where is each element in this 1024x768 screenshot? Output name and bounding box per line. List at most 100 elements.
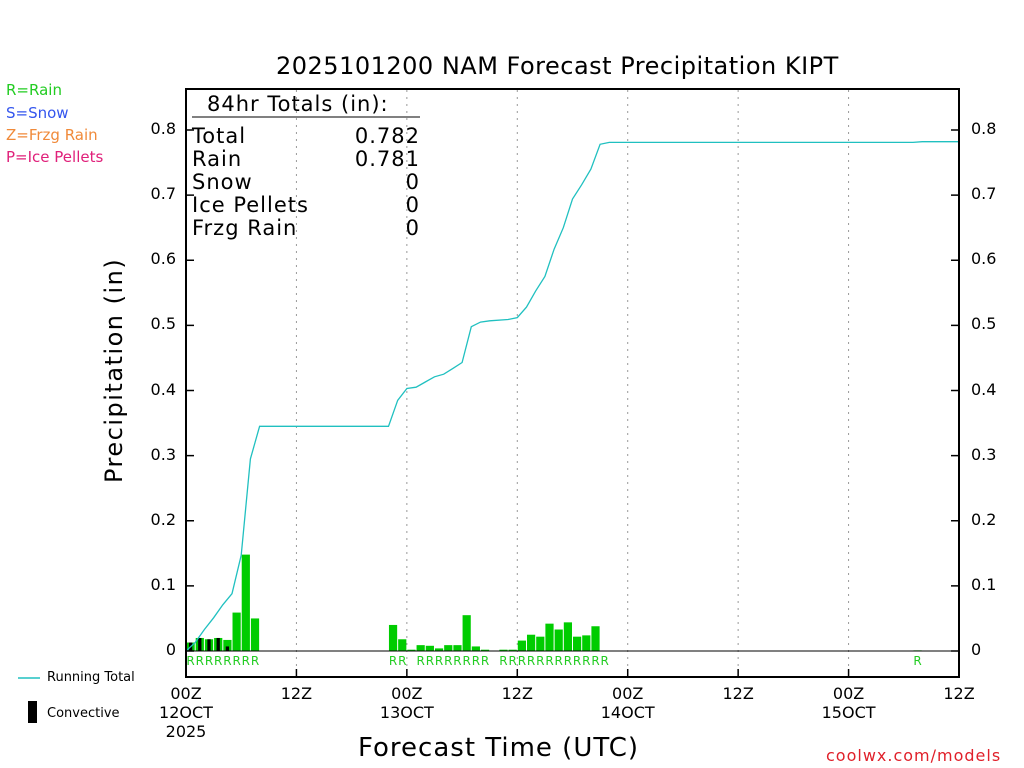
y-tick-label-right: 0.3: [971, 444, 997, 464]
totals-value-rain: 0.781: [354, 147, 420, 171]
x-tick-label: 00Z 14OCT: [588, 684, 668, 722]
ptype-label: R: [518, 654, 526, 668]
ptype-label: R: [214, 654, 222, 668]
legend-ice-pellets: P=Ice Pellets: [6, 148, 103, 166]
ptype-label: R: [389, 654, 397, 668]
legend-running-total: Running Total: [47, 670, 135, 685]
convective-bar: [216, 637, 220, 651]
plot-frame: [185, 88, 960, 678]
y-tick-label-left: 0.4: [150, 379, 176, 399]
ptype-label: R: [527, 654, 535, 668]
ptype-label: R: [472, 654, 480, 668]
ptype-label: R: [444, 654, 452, 668]
totals-value-ice-pellets: 0: [405, 193, 420, 217]
x-tick-label: 00Z 12OCT 2025: [146, 684, 226, 741]
ptype-label: R: [232, 654, 240, 668]
x-tick-label-line: 14OCT: [600, 703, 655, 722]
y-tick-label-left: 0.1: [150, 574, 176, 594]
precip-bar: [499, 649, 508, 651]
precip-bar: [573, 636, 582, 651]
y-tick-label-left: 0.8: [150, 119, 176, 138]
y-tick-label-right: 0.8: [971, 119, 997, 138]
ptype-label: R: [435, 654, 443, 668]
precip-bar: [480, 649, 490, 651]
y-tick-label-right: 0.2: [971, 509, 997, 529]
y-tick-label-left: 0.6: [150, 249, 176, 269]
x-axis-title: Forecast Time (UTC): [358, 733, 640, 763]
ptype-label: R: [509, 654, 517, 668]
precip-bar: [554, 629, 563, 651]
ptype-label: R: [481, 654, 489, 668]
x-tick-label-line: 00Z: [832, 684, 865, 703]
precip-bar: [526, 634, 536, 651]
y-tick-label-left: 0: [165, 640, 176, 659]
legend-frzg-rain: Z=Frzg Rain: [6, 126, 98, 144]
y-tick-label-right: 0.1: [971, 574, 997, 594]
x-tick-label: 12Z: [477, 684, 557, 703]
precip-bar: [536, 636, 545, 651]
x-tick-label-line: 15OCT: [821, 703, 876, 722]
precip-bar: [407, 649, 416, 651]
x-tick-label: 12Z: [698, 684, 778, 703]
ptype-label: R: [573, 654, 581, 668]
ptype-label: R: [564, 654, 572, 668]
y-tick-label-right: 0.5: [971, 314, 997, 334]
y-tick-label-left: 0.2: [150, 509, 176, 529]
x-tick-label-line: 2025: [165, 722, 207, 741]
precip-bar: [563, 622, 572, 651]
y-tick-label-right: 0: [971, 640, 982, 659]
convective-bar: [207, 639, 211, 651]
precip-bar: [582, 635, 591, 651]
precip-bar: [517, 640, 526, 651]
precip-bar: [416, 645, 425, 651]
x-tick-label-line: 00Z: [391, 684, 423, 703]
running-total-line: [185, 141, 959, 652]
ptype-label: R: [426, 654, 434, 668]
ptype-label: R: [251, 654, 259, 668]
totals-header: 84hr Totals (in):: [207, 92, 389, 116]
x-tick-label-line: 13OCT: [379, 703, 434, 722]
ptype-label: R: [582, 654, 590, 668]
ptype-label: R: [536, 654, 544, 668]
ptype-label: R: [205, 654, 213, 668]
x-tick-label: 00Z 15OCT: [809, 684, 889, 722]
precip-bar: [462, 615, 471, 651]
ptype-label: R: [453, 654, 461, 668]
legend-frzg-rain-label: Z=Frzg Rain: [6, 126, 98, 144]
precip-bar: [434, 648, 444, 651]
precip-bar: [232, 612, 241, 651]
precip-bar: [444, 645, 453, 651]
convective-bar: [225, 646, 230, 651]
legend-rain: R=Rain: [6, 81, 62, 99]
x-tick-label-line: 12OCT: [159, 703, 213, 722]
y-tick-label-left: 0.7: [150, 184, 176, 204]
legend-ice-pellets-label: P=Ice Pellets: [6, 148, 104, 166]
totals-value-snow: 0: [405, 170, 420, 194]
precip-bar: [398, 639, 407, 651]
ptype-label: R: [196, 654, 204, 668]
ptype-label: R: [545, 654, 553, 668]
legend-rain-label: R=Rain: [6, 81, 62, 99]
totals-label-ice-pellets: Ice Pellets: [192, 193, 309, 217]
totals-label-rain: Rain: [192, 147, 243, 171]
x-tick-label-line: 00Z: [170, 684, 202, 703]
totals-value-frzg-rain: 0: [405, 216, 420, 240]
precip-bar: [453, 645, 462, 651]
x-tick-label-line: 12Z: [722, 684, 754, 703]
grid-lines: [295, 90, 850, 676]
precip-bar: [508, 649, 517, 651]
precip-bar: [545, 623, 554, 651]
x-tick-label-line: 12Z: [501, 684, 533, 703]
site-credit[interactable]: coolwx.com/models: [826, 746, 1002, 765]
x-tick-label: 00Z 13OCT: [367, 684, 447, 722]
bars: [186, 554, 922, 651]
running-total-series: [185, 141, 959, 652]
y-tick-label-right: 0.7: [971, 184, 997, 204]
totals-label-frzg-rain: Frzg Rain: [192, 216, 298, 240]
precip-bar: [241, 554, 250, 651]
x-tick-label-line: 00Z: [612, 684, 644, 703]
totals-label-snow: Snow: [192, 170, 253, 194]
ptype-label: R: [186, 654, 194, 668]
